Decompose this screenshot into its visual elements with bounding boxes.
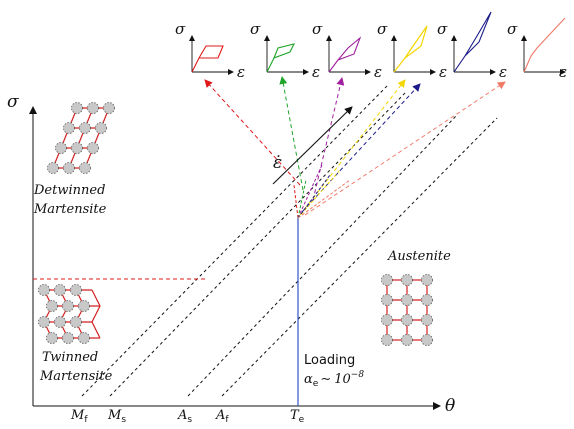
mini-plot-purple: σ ε [312, 20, 382, 81]
detwinned-lattice [47, 102, 115, 174]
temperature-labels: Mf Ms As Af Te [70, 408, 305, 425]
twinned-martensite-label: Martensite [39, 369, 113, 384]
mini-plot-green: σ ε [250, 20, 320, 81]
svg-text:σ: σ [437, 20, 448, 38]
strain-rate-symbol: ε̇ [273, 153, 282, 173]
salmon-arrow [304, 81, 506, 216]
strain-rate-arrows [204, 76, 506, 216]
strain-rate-arrow [272, 106, 353, 185]
loading-rate: αe ∼ 10−8 [304, 370, 364, 389]
svg-text:ε: ε [499, 63, 507, 81]
te-label: Te [290, 408, 305, 425]
svg-text:ε: ε [312, 63, 320, 81]
mini-plot-navy: σ ε [437, 11, 507, 81]
mf-label: Mf [70, 408, 88, 425]
ms-line [109, 91, 407, 397]
yellow-arrow [299, 79, 406, 216]
ms-label: Ms [107, 408, 126, 425]
svg-text:ε: ε [439, 63, 447, 81]
navy-curve [453, 11, 492, 73]
green-arrow [279, 76, 304, 191]
x-axis-symbol: θ [445, 396, 455, 416]
mini-plot-red: σ ε [175, 20, 245, 81]
detwinned-martensite-label: Martensite [33, 202, 107, 217]
austenite-label: Austenite [387, 249, 451, 264]
svg-text:σ: σ [507, 20, 518, 38]
af-label: Af [215, 408, 229, 425]
svg-text:ε: ε [559, 63, 567, 81]
detwinned-label: Detwinned [33, 183, 105, 198]
navy-arrow [301, 83, 421, 213]
svg-text:σ: σ [250, 20, 261, 38]
loading-point-fan [293, 164, 351, 219]
af-line [221, 117, 498, 397]
red-arrow [204, 79, 301, 186]
main-axes: σ θ [7, 92, 455, 416]
transformation-lines [81, 84, 498, 397]
green-curve [266, 43, 296, 73]
svg-text:σ: σ [377, 20, 388, 38]
mf-line [81, 84, 389, 397]
svg-text:σ: σ [312, 20, 323, 38]
mini-plot-salmon: σ ε [507, 17, 567, 81]
purple-curve [328, 36, 362, 73]
salmon-curve [523, 17, 566, 73]
red-curve [191, 45, 224, 73]
y-axis-symbol: σ [7, 92, 19, 112]
purple-arrow [312, 77, 345, 201]
mini-plot-yellow: σ ε [377, 20, 447, 81]
yellow-curve [393, 25, 428, 73]
twinned-label: Twinned [42, 350, 98, 365]
svg-text:σ: σ [175, 20, 186, 38]
svg-text:ε: ε [374, 63, 382, 81]
svg-text:ε: ε [237, 63, 245, 81]
as-line [187, 114, 458, 397]
twinned-lattice [38, 284, 101, 344]
austenite-lattice [381, 274, 433, 346]
as-label: As [177, 408, 192, 425]
loading-label: Loading [304, 353, 355, 368]
